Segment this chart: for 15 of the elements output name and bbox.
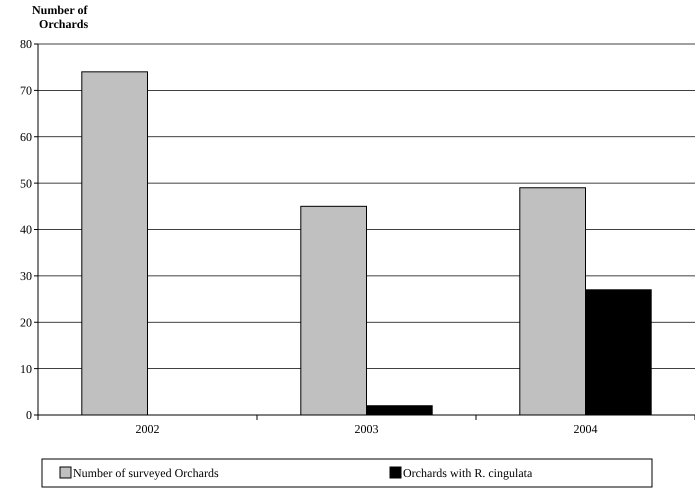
y-tick-label: 0 (26, 408, 32, 422)
x-tick-label: 2004 (574, 422, 598, 436)
x-tick-label: 2003 (354, 422, 378, 436)
y-axis-title: Number of Orchards (32, 3, 88, 31)
y-tick-label: 60 (20, 130, 32, 144)
y-tick-label: 10 (20, 362, 32, 376)
y-tick-label: 80 (20, 37, 32, 52)
y-tick-label: 70 (20, 84, 32, 98)
y-tick-label: 50 (20, 176, 32, 190)
y-tick-label: 20 (20, 315, 32, 330)
y-tick-label: 40 (20, 222, 32, 237)
legend-label: Orchards with R. cingulata (403, 466, 533, 480)
legend-label: Number of surveyed Orchards (73, 466, 219, 480)
x-tick-label: 2002 (136, 422, 160, 436)
y-tick-label: 30 (20, 269, 32, 284)
